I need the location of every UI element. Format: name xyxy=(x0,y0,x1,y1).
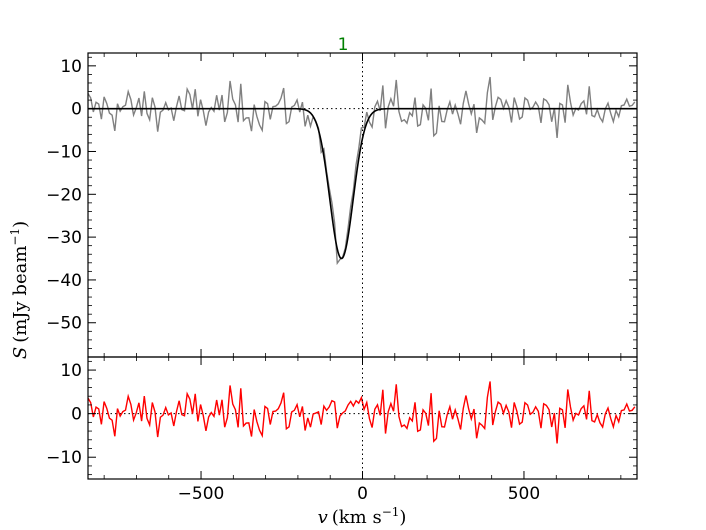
x-tick-label: 500 xyxy=(508,484,540,504)
y-tick-label: −30 xyxy=(46,228,82,248)
y-tick-label: −40 xyxy=(46,271,82,291)
y-axis-label: S(mJy beam−1) xyxy=(8,221,31,359)
spectrum-panel: 10 0 −10 −20 −30 −40 −50 xyxy=(46,52,638,358)
x-tick-label: 0 xyxy=(357,484,368,504)
residual-line xyxy=(87,381,636,444)
gaussian-fit-line xyxy=(88,107,637,260)
x-ticks: −500 0 500 xyxy=(103,53,622,504)
y-tick-label: −50 xyxy=(46,314,82,334)
y-tick-label: 10 xyxy=(60,361,82,381)
y-tick-label: −20 xyxy=(46,185,82,205)
residual-panel: 10 0 −10 xyxy=(46,356,638,480)
x-axis-label: v (km s−1) xyxy=(318,505,407,528)
observed-spectrum-line xyxy=(87,76,636,266)
y-tick-label: −10 xyxy=(46,142,82,162)
y-tick-label: 0 xyxy=(71,405,82,425)
y-tick-label: 10 xyxy=(60,57,82,77)
velocity-marker-label: 1 xyxy=(338,35,349,55)
y-tick-label: 0 xyxy=(71,100,82,120)
y-tick-label: −10 xyxy=(46,448,82,468)
x-tick-label: −500 xyxy=(178,484,225,504)
